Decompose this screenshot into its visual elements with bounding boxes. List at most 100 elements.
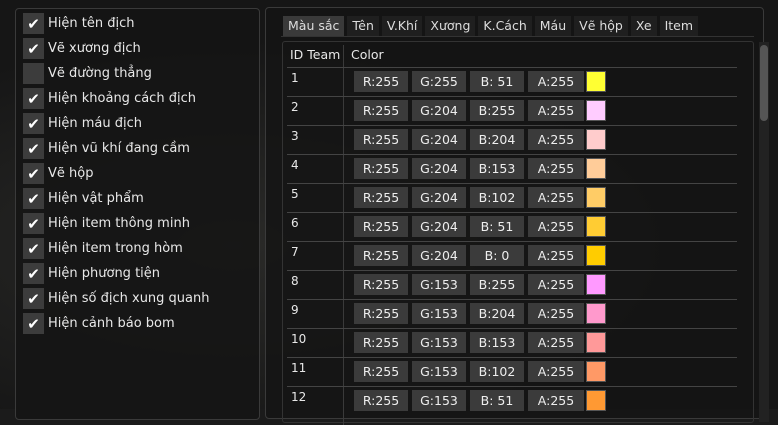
channel-r-field[interactable]: R:255 — [354, 71, 408, 92]
color-swatch[interactable] — [586, 158, 606, 179]
channel-r-field[interactable]: R:255 — [354, 100, 408, 121]
color-swatch[interactable] — [586, 245, 606, 266]
color-swatch[interactable] — [586, 303, 606, 324]
checkbox[interactable]: ✔ — [23, 213, 44, 234]
channel-a-field[interactable]: A:255 — [528, 158, 584, 179]
color-swatch[interactable] — [586, 100, 606, 121]
checkbox-item[interactable]: ✔ Hiện item trong hòm — [23, 238, 183, 259]
tab[interactable]: Tên — [347, 16, 379, 36]
checkbox[interactable]: ✔ — [23, 38, 44, 59]
checkbox-item[interactable]: ✔ Hiện máu địch — [23, 113, 142, 134]
checkbox[interactable]: ✔ — [23, 88, 44, 109]
checkbox-item[interactable]: Vẽ đường thẳng — [23, 63, 152, 84]
channel-b-field[interactable]: B:204 — [470, 129, 524, 150]
checkbox-item[interactable]: ✔ Hiện item thông minh — [23, 213, 190, 234]
checkbox-item[interactable]: ✔ Hiện cảnh báo bom — [23, 313, 175, 334]
channel-b-field[interactable]: B: 51 — [470, 390, 524, 411]
channel-b-field[interactable]: B:255 — [470, 274, 524, 295]
channel-a-field[interactable]: A:255 — [528, 274, 584, 295]
channel-b-field[interactable]: B:153 — [470, 332, 524, 353]
channel-r-field[interactable]: R:255 — [354, 129, 408, 150]
channel-g-field[interactable]: G:204 — [412, 187, 466, 208]
channel-g-field[interactable]: G:153 — [412, 274, 466, 295]
channel-b-field[interactable]: B:153 — [470, 158, 524, 179]
channel-b-field[interactable]: B: 51 — [470, 216, 524, 237]
tab[interactable]: Xe — [630, 16, 657, 36]
checkbox[interactable]: ✔ — [23, 163, 44, 184]
channel-b-field[interactable]: B:102 — [470, 187, 524, 208]
checkbox-label: Hiện phương tiện — [48, 266, 161, 281]
column-divider — [343, 45, 344, 425]
checkbox-item[interactable]: ✔ Vẽ xương địch — [23, 38, 141, 59]
channel-a-field[interactable]: A:255 — [528, 245, 584, 266]
color-swatch[interactable] — [586, 274, 606, 295]
color-swatch[interactable] — [586, 216, 606, 237]
channel-g-field[interactable]: G:204 — [412, 129, 466, 150]
channel-r-field[interactable]: R:255 — [354, 390, 408, 411]
color-swatch[interactable] — [586, 187, 606, 208]
checkbox[interactable]: ✔ — [23, 263, 44, 284]
channel-b-field[interactable]: B:204 — [470, 303, 524, 324]
channel-r-field[interactable]: R:255 — [354, 245, 408, 266]
color-swatch[interactable] — [586, 390, 606, 411]
checkbox-item[interactable]: ✔ Vẽ hộp — [23, 163, 93, 184]
color-swatch[interactable] — [586, 129, 606, 150]
checkbox-item[interactable]: ✔ Hiện tên địch — [23, 13, 134, 34]
channel-g-field[interactable]: G:153 — [412, 303, 466, 324]
channel-a-field[interactable]: A:255 — [528, 303, 584, 324]
channel-g-field[interactable]: G:204 — [412, 245, 466, 266]
channel-a-field[interactable]: A:255 — [528, 129, 584, 150]
channel-b-field[interactable]: B:102 — [470, 361, 524, 382]
tab[interactable]: K.Cách — [478, 16, 532, 36]
channel-b-field[interactable]: B: 0 — [470, 245, 524, 266]
channel-r-field[interactable]: R:255 — [354, 158, 408, 179]
channel-g-field[interactable]: G:204 — [412, 216, 466, 237]
color-swatch[interactable] — [586, 71, 606, 92]
channel-a-field[interactable]: A:255 — [528, 100, 584, 121]
channel-r-field[interactable]: R:255 — [354, 216, 408, 237]
tab[interactable]: Xương — [425, 16, 476, 36]
checkbox-item[interactable]: ✔ Hiện khoảng cách địch — [23, 88, 196, 109]
channel-a-field[interactable]: A:255 — [528, 332, 584, 353]
channel-r-field[interactable]: R:255 — [354, 303, 408, 324]
checkbox[interactable]: ✔ — [23, 138, 44, 159]
channel-g-field[interactable]: G:204 — [412, 158, 466, 179]
tab[interactable]: Màu sắc — [283, 16, 345, 36]
channel-g-field[interactable]: G:153 — [412, 390, 466, 411]
checkbox[interactable]: ✔ — [23, 113, 44, 134]
channel-a-field[interactable]: A:255 — [528, 216, 584, 237]
channel-r-field[interactable]: R:255 — [354, 332, 408, 353]
tab[interactable]: Máu — [534, 16, 572, 36]
checkbox[interactable] — [23, 63, 44, 84]
color-swatch[interactable] — [586, 361, 606, 382]
channel-r-field[interactable]: R:255 — [354, 187, 408, 208]
channel-a-field[interactable]: A:255 — [528, 187, 584, 208]
channel-g-field[interactable]: G:204 — [412, 100, 466, 121]
scrollbar-track[interactable] — [759, 42, 769, 422]
channel-r-field[interactable]: R:255 — [354, 274, 408, 295]
channel-g-field[interactable]: G:255 — [412, 71, 466, 92]
tab[interactable]: V.Khí — [381, 16, 423, 36]
tab[interactable]: Item — [659, 16, 699, 36]
checkbox-item[interactable]: ✔ Hiện phương tiện — [23, 263, 160, 284]
channel-b-field[interactable]: B:255 — [470, 100, 524, 121]
channel-a-field[interactable]: A:255 — [528, 361, 584, 382]
channel-r-field[interactable]: R:255 — [354, 361, 408, 382]
checkbox-label: Hiện máu địch — [48, 116, 143, 131]
checkbox-item[interactable]: ✔ Hiện số địch xung quanh — [23, 288, 210, 309]
checkbox-item[interactable]: ✔ Hiện vật phẩm — [23, 188, 144, 209]
channel-g-field[interactable]: G:153 — [412, 361, 466, 382]
checkbox[interactable]: ✔ — [23, 238, 44, 259]
checkbox[interactable]: ✔ — [23, 188, 44, 209]
checkbox[interactable]: ✔ — [23, 313, 44, 334]
channel-a-field[interactable]: A:255 — [528, 71, 584, 92]
tab[interactable]: Vẽ hộp — [574, 16, 628, 36]
scrollbar-thumb[interactable] — [760, 45, 768, 121]
checkbox[interactable]: ✔ — [23, 13, 44, 34]
channel-b-field[interactable]: B: 51 — [470, 71, 524, 92]
color-swatch[interactable] — [586, 332, 606, 353]
checkbox-item[interactable]: ✔ Hiện vũ khí đang cầm — [23, 138, 190, 159]
channel-g-field[interactable]: G:153 — [412, 332, 466, 353]
checkbox[interactable]: ✔ — [23, 288, 44, 309]
channel-a-field[interactable]: A:255 — [528, 390, 584, 411]
